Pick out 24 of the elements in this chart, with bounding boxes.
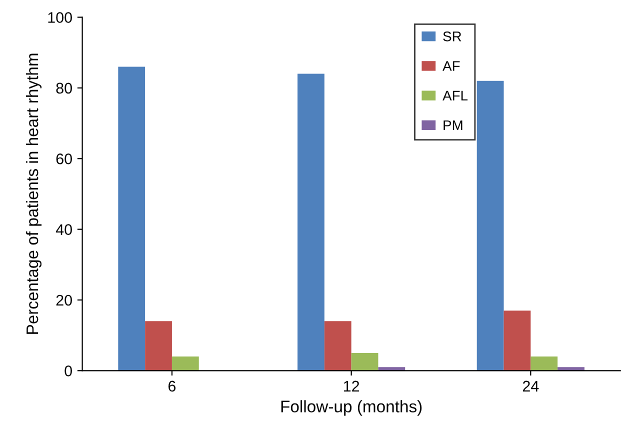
- y-tick-label: 0: [64, 366, 72, 376]
- y-axis-title: Percentage of patients in heart rhythm: [26, 54, 42, 334]
- bar: [145, 321, 172, 371]
- legend-label: AF: [442, 61, 460, 71]
- x-tick-label: 24: [522, 380, 539, 392]
- y-tick-label: 20: [56, 294, 72, 306]
- y-tick-label: 100: [48, 12, 72, 23]
- bar: [504, 310, 531, 371]
- legend-label: AFL: [442, 90, 468, 100]
- y-tick-label: 80: [56, 82, 72, 94]
- bar: [118, 66, 146, 371]
- bar: [476, 80, 504, 371]
- legend-label: PM: [444, 120, 462, 130]
- legend-label: SR: [443, 31, 462, 42]
- x-axis-title: Follow-up (months): [281, 400, 422, 416]
- bar: [298, 74, 324, 371]
- bar: [530, 356, 558, 371]
- x-tick-label: 12: [344, 380, 360, 392]
- y-tick-label: 60: [56, 153, 72, 164]
- y-tick-label: 40: [56, 224, 72, 235]
- bar: [172, 356, 199, 371]
- x-tick-label: 6: [168, 380, 176, 392]
- bar: [324, 321, 352, 371]
- bar: [351, 352, 378, 371]
